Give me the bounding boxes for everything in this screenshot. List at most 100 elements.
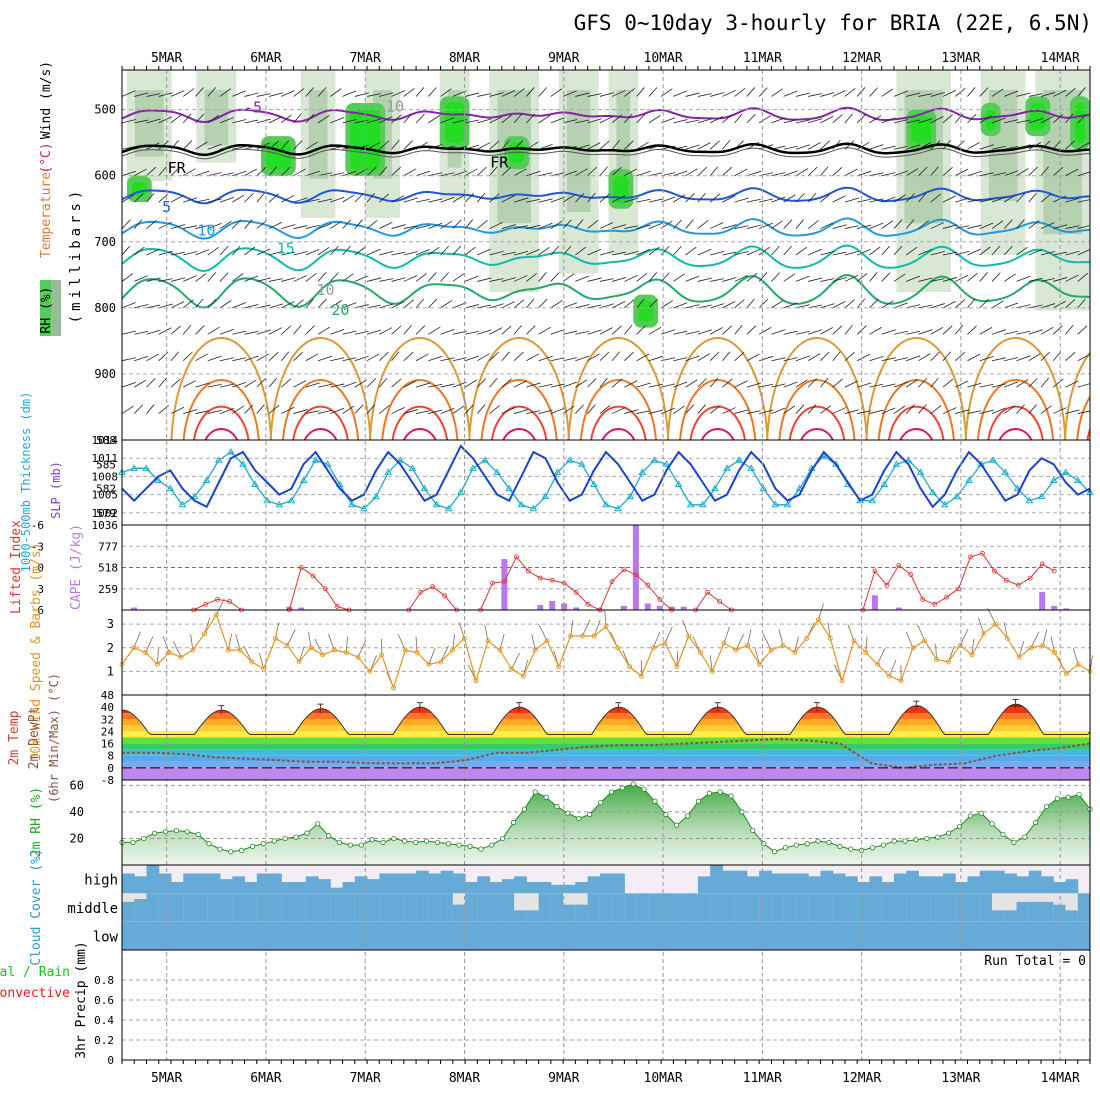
wind-barb bbox=[1003, 245, 1013, 256]
wind-barb bbox=[391, 114, 402, 124]
wind-speed-marker bbox=[1016, 654, 1022, 660]
wind-barb bbox=[1052, 351, 1062, 361]
cloud-high-bar bbox=[330, 887, 344, 894]
lifted-index-marker bbox=[991, 568, 997, 574]
wind-barb bbox=[563, 119, 578, 124]
thickness-marker bbox=[432, 500, 441, 508]
wind-barb bbox=[991, 272, 1001, 282]
lifted-index-line bbox=[599, 569, 673, 611]
cloud-high-bar bbox=[514, 876, 527, 894]
wind-barb-10m bbox=[204, 617, 211, 634]
wind-barb bbox=[856, 87, 866, 97]
li-tick: 0 bbox=[37, 562, 44, 575]
wind-barb bbox=[771, 383, 786, 388]
wind-barb bbox=[305, 249, 320, 256]
wind-barb bbox=[820, 116, 834, 124]
lifted-index-marker bbox=[621, 567, 627, 573]
wind-barb bbox=[526, 224, 541, 229]
rh-marker bbox=[358, 842, 364, 848]
cloud-mid-bar bbox=[942, 893, 956, 922]
wind-barb bbox=[317, 143, 332, 150]
cloud-level-label: low bbox=[93, 929, 119, 945]
wind-speed-marker bbox=[792, 650, 798, 655]
wind-barb bbox=[820, 405, 832, 414]
wind-barb bbox=[183, 197, 198, 203]
wind-barb-10m bbox=[935, 643, 937, 660]
wind-barb bbox=[697, 404, 707, 414]
wind-barb bbox=[758, 326, 772, 335]
wind-barb bbox=[967, 224, 982, 229]
wind-barb bbox=[219, 145, 235, 150]
wind-barb bbox=[513, 299, 525, 309]
wind-barb bbox=[182, 325, 192, 335]
wind-speed-marker bbox=[544, 638, 550, 644]
cloud-high-bar bbox=[146, 865, 160, 894]
rh-marker bbox=[891, 838, 897, 844]
wind-barb bbox=[342, 405, 355, 414]
wind-barb bbox=[746, 87, 756, 97]
wind-barb bbox=[317, 87, 327, 97]
cloud-mid-bar bbox=[673, 893, 687, 922]
wind-barb bbox=[195, 224, 210, 229]
cloud-mid-bar bbox=[869, 893, 883, 922]
rh-marker bbox=[576, 815, 582, 822]
cloud-high-bar bbox=[734, 870, 748, 894]
wind-barb bbox=[464, 168, 478, 177]
cloud-mid-bar bbox=[1077, 893, 1091, 922]
wind-barb-10m bbox=[162, 636, 170, 653]
wind-barb bbox=[881, 329, 896, 335]
wind-barb bbox=[366, 277, 382, 282]
y-tick-label: 800 bbox=[94, 301, 116, 315]
wind-barb bbox=[330, 88, 342, 97]
wind-barb bbox=[710, 303, 725, 309]
wind-barb-10m bbox=[531, 634, 536, 651]
thickness-marker bbox=[553, 468, 562, 475]
temp-band bbox=[122, 767, 1090, 780]
ylabel-wind10m: 10m Wind Speed & Barbs (m/s) bbox=[29, 542, 44, 761]
wind-barb bbox=[942, 378, 954, 388]
cloud-mid-bar bbox=[734, 893, 748, 922]
wind-barb bbox=[1004, 194, 1016, 203]
wind-barb bbox=[428, 298, 438, 309]
wind-barb bbox=[820, 166, 829, 176]
wind-barb bbox=[624, 251, 639, 256]
cloud-high-bar bbox=[428, 873, 442, 894]
wind-barb bbox=[783, 119, 798, 124]
wind-barb-10m bbox=[258, 652, 265, 670]
wind-barb-10m bbox=[314, 638, 324, 656]
cloud-mid-bar bbox=[501, 893, 515, 922]
rh-marker bbox=[413, 839, 419, 846]
cloud-high-bar bbox=[563, 884, 576, 894]
wind-barb bbox=[158, 278, 173, 282]
wind-barb bbox=[330, 196, 345, 203]
wind-barb bbox=[648, 144, 663, 150]
chart-title: GFS 0~10day 3-hourly for BRIA (22E, 6.5N… bbox=[574, 11, 1092, 35]
rh-marker bbox=[249, 843, 256, 850]
wind-barb bbox=[991, 145, 1006, 150]
wind-barb bbox=[342, 119, 357, 124]
thickness-marker bbox=[698, 500, 707, 508]
temp-minmax-bar bbox=[317, 703, 324, 714]
wind-speed-marker bbox=[1028, 645, 1034, 651]
wind-barb bbox=[967, 87, 976, 97]
wind-barb bbox=[746, 325, 757, 335]
wind-barb bbox=[1016, 219, 1025, 229]
wind-barb bbox=[979, 272, 988, 282]
wind-barb bbox=[918, 404, 927, 414]
wind-barb bbox=[1065, 113, 1074, 124]
cloud-high-bar bbox=[538, 882, 552, 894]
wind-barb bbox=[832, 114, 843, 124]
wind-speed-marker bbox=[1075, 661, 1081, 667]
wind-barb bbox=[844, 113, 853, 124]
wind-barb bbox=[403, 168, 417, 177]
wind-barb bbox=[685, 119, 700, 124]
wind-barb-10m bbox=[357, 641, 366, 658]
wind-barb bbox=[906, 275, 921, 282]
wind-barb bbox=[991, 329, 1006, 335]
wind-barb bbox=[599, 405, 611, 414]
x-bottom-label: 6MAR bbox=[250, 1071, 281, 1086]
wind-barb bbox=[1016, 168, 1029, 177]
wind-barb bbox=[575, 404, 584, 414]
wind-barb bbox=[1028, 404, 1037, 414]
thickness-marker bbox=[771, 500, 780, 508]
